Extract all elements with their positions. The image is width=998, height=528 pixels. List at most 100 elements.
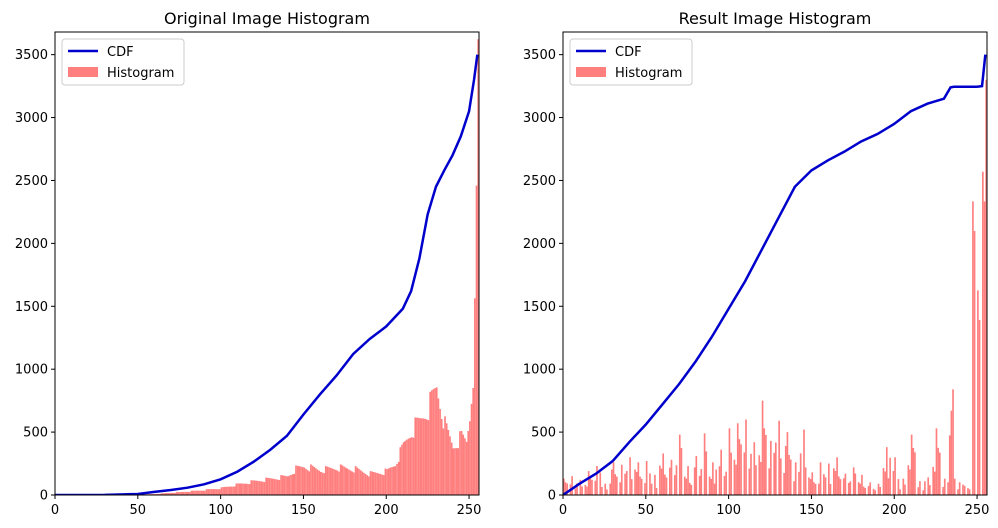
histogram-bar <box>824 477 827 495</box>
histogram-bar <box>973 231 976 495</box>
histogram-bar <box>629 457 631 495</box>
histogram-bar <box>339 464 342 495</box>
histogram-bar <box>180 491 183 495</box>
histogram-bar <box>293 473 296 495</box>
histogram-bar <box>273 478 276 495</box>
histogram-bar <box>630 479 633 495</box>
histogram-bar <box>579 479 582 495</box>
histogram-bar <box>295 465 297 495</box>
histogram-bar <box>174 492 176 495</box>
histogram-bar <box>962 484 964 495</box>
histogram-bar <box>675 465 678 495</box>
histogram-bar <box>736 423 739 495</box>
histogram-bar <box>364 474 367 495</box>
histogram-bar <box>811 472 814 495</box>
histogram-bar <box>267 477 269 495</box>
histogram-bar <box>445 423 448 495</box>
histogram-bar <box>934 471 936 495</box>
histogram-bar <box>728 428 731 495</box>
histogram-bar <box>763 428 766 495</box>
histogram-bar <box>421 418 423 495</box>
histogram-bar <box>982 171 984 495</box>
histogram-bar <box>432 389 435 495</box>
histogram-bar <box>687 466 689 495</box>
x-tick-label: 0 <box>559 503 567 518</box>
histogram-bar <box>778 420 780 495</box>
axes-frame-result <box>562 31 988 496</box>
histogram-bar <box>233 486 236 495</box>
histogram-bar <box>678 434 681 495</box>
panel-result: Result Image Histogram 0 50 100 150 200 250 0… <box>523 9 990 518</box>
histogram-bar <box>474 298 476 495</box>
histogram-bar <box>673 475 676 495</box>
histogram-bar <box>587 471 590 495</box>
histogram-bar <box>819 462 822 495</box>
histogram-bar <box>758 455 761 495</box>
histogram-bar <box>839 479 842 495</box>
histogram-bar <box>271 478 274 495</box>
histogram-bar <box>924 481 926 495</box>
histogram-bar <box>693 467 696 495</box>
histogram-bar <box>427 420 430 495</box>
histogram-bar <box>389 467 392 495</box>
histogram-bar <box>197 490 200 495</box>
histogram-bar <box>157 493 160 495</box>
histogram-bar <box>422 418 425 495</box>
histogram-bar <box>227 486 229 495</box>
histogram-bar <box>328 467 330 495</box>
histogram-bar <box>948 435 951 495</box>
histogram-bar <box>620 464 623 495</box>
histogram-bar <box>708 476 711 495</box>
legend-histogram-swatch <box>68 67 98 77</box>
histogram-bar <box>885 447 888 495</box>
histogram-bar <box>315 468 317 495</box>
histogram-bar <box>761 400 764 495</box>
histogram-bar <box>387 468 390 495</box>
histogram-bar <box>300 466 302 495</box>
histogram-bar <box>336 470 339 495</box>
histogram-bar <box>426 419 428 495</box>
histogram-bar <box>808 477 810 495</box>
histogram-bar <box>391 467 393 495</box>
histogram-bar <box>262 481 264 495</box>
histogram-bar <box>978 320 981 495</box>
histogram-bar <box>406 439 408 495</box>
histogram-bar <box>192 490 195 495</box>
histogram-bar <box>789 459 792 495</box>
y-tick-label: 500 <box>23 426 48 441</box>
histogram-bar <box>854 473 857 495</box>
histogram-bar <box>439 408 441 495</box>
panel-original: Original Image Histogram 0 50 100 150 200 250… <box>15 9 482 518</box>
histogram-bar <box>301 467 304 495</box>
histogram-bar <box>589 478 592 495</box>
histogram-bar <box>968 489 971 495</box>
histogram-bar <box>803 429 805 495</box>
histogram-bar <box>285 476 287 495</box>
histogram-bar <box>634 469 636 495</box>
histogram-bar <box>591 479 593 495</box>
histogram-bar <box>957 489 959 495</box>
histogram-bar <box>454 448 456 495</box>
histogram-bar <box>278 480 281 495</box>
histogram-bar <box>842 478 845 495</box>
histogram-bar <box>604 483 607 495</box>
histogram-bar <box>407 438 410 495</box>
histogram-bar <box>829 483 832 495</box>
histogram-bar <box>683 476 686 495</box>
histogram-bar <box>599 472 602 495</box>
histogram-bar <box>245 483 248 495</box>
histogram-bar <box>660 468 663 495</box>
histogram-bar <box>904 484 906 495</box>
histogram-bar <box>912 447 915 495</box>
histogram-bar <box>363 472 365 495</box>
histogram-bar <box>680 447 683 495</box>
y-tick-label: 500 <box>531 426 556 441</box>
histogram-bar <box>665 477 668 495</box>
histogram-bar <box>182 491 185 495</box>
histogram-bar <box>414 417 417 495</box>
histogram-bar <box>685 478 688 495</box>
y-tick-label: 0 <box>40 489 48 504</box>
cdf-line-original <box>55 54 479 495</box>
histogram-bar <box>434 388 436 495</box>
histogram-bar <box>220 487 223 495</box>
